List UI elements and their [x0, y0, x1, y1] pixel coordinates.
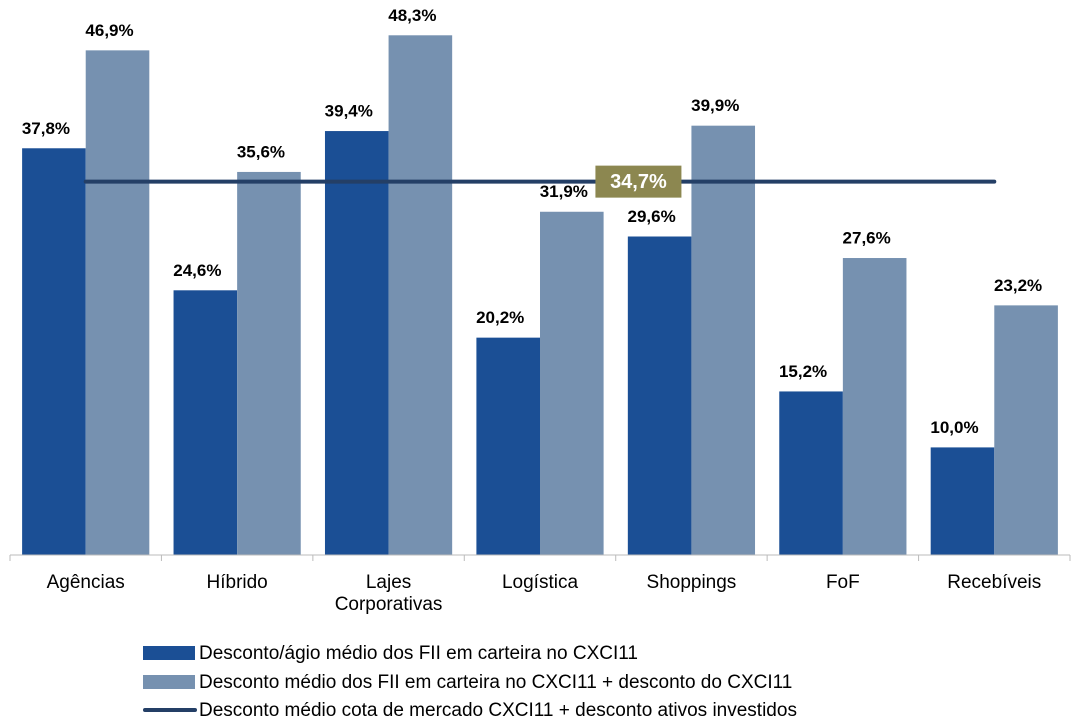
data-label: 29,6% [628, 207, 676, 226]
data-label: 31,9% [540, 182, 588, 201]
bar [842, 258, 907, 555]
data-label: 39,4% [325, 102, 373, 121]
data-label: 39,9% [691, 96, 739, 115]
x-tick-label: Recebíveis [947, 572, 1042, 593]
data-label: 35,6% [237, 142, 285, 161]
x-tick-label: Lajes Corporativas [334, 572, 443, 615]
bar [930, 447, 995, 555]
data-label: 23,2% [994, 276, 1042, 295]
legend-swatch [143, 646, 195, 660]
bar [627, 236, 692, 555]
data-label: 37,8% [22, 119, 70, 138]
data-label: 10,0% [930, 418, 978, 437]
reference-label: 34,7% [610, 171, 667, 193]
bar [388, 35, 453, 556]
bar [237, 171, 301, 555]
reference-label-box [595, 165, 682, 198]
data-label: 15,2% [779, 362, 827, 381]
legend-swatch [143, 675, 195, 689]
bar [173, 290, 238, 555]
bar [994, 305, 1058, 555]
x-tick-label: Agências [46, 572, 125, 593]
data-label: 20,2% [476, 308, 524, 327]
data-label: 46,9% [85, 21, 133, 40]
x-tick-label: Híbrido [206, 572, 268, 593]
bar [476, 337, 540, 555]
bar [22, 148, 86, 555]
legend-label: Desconto/ágio médio dos FII em carteira … [199, 643, 638, 664]
x-tick-label: FoF [825, 572, 860, 593]
x-tick-label: Logística [501, 572, 579, 593]
data-label: 24,6% [173, 261, 221, 280]
bar [540, 211, 604, 556]
data-label: 48,3% [388, 6, 436, 25]
legend-label: Desconto médio cota de mercado CXCI11 + … [199, 700, 797, 720]
bar [691, 125, 756, 556]
bar [324, 131, 389, 555]
data-label: 27,6% [843, 229, 891, 248]
bar [85, 50, 150, 556]
bar [779, 391, 843, 555]
x-tick-label: Shoppings [646, 572, 737, 593]
legend-label: Desconto médio dos FII em carteira no CX… [199, 672, 792, 693]
